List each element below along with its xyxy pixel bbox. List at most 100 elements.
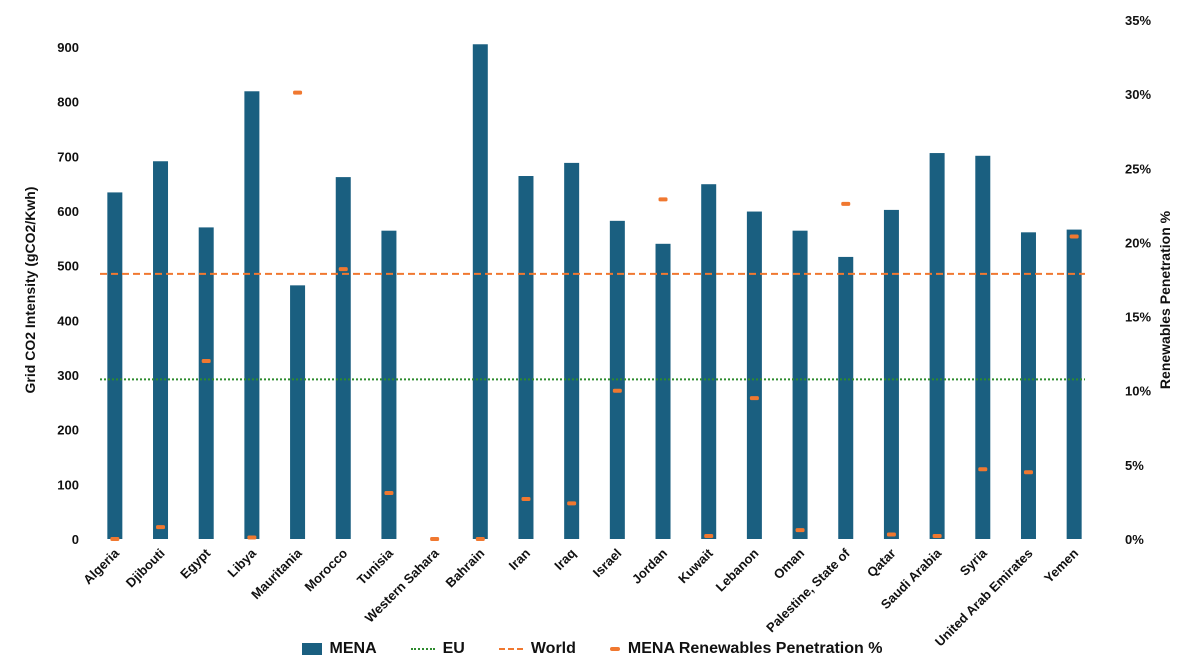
legend-swatch-renewables (609, 647, 620, 651)
y-axis-left: 0 100 200 300 400 500 600 700 800 900 (57, 40, 79, 547)
marker-yemen (1069, 234, 1079, 239)
x-tick-label-lebanon: Lebanon (713, 545, 762, 594)
y-tick-label: 500 (57, 259, 79, 274)
bar-palestine-state-of (838, 256, 854, 539)
mena-bars (107, 44, 1082, 540)
legend-label-mena: MENA (329, 640, 377, 657)
reference-lines (100, 272, 1085, 381)
y-tick-label: 200 (57, 423, 79, 438)
y-axis-right: 0% 5% 10% 15% 20% 25% 30% 35% (1125, 13, 1151, 547)
y2-tick-label: 35% (1125, 13, 1151, 28)
marker-libya (247, 535, 257, 540)
x-tick-label-iran: Iran (506, 545, 534, 573)
marker-djibouti (156, 525, 166, 530)
x-tick-label-egypt: Egypt (177, 545, 214, 582)
x-tick-label-libya: Libya (224, 545, 259, 580)
marker-syria (978, 467, 988, 472)
marker-iran (521, 496, 531, 501)
marker-algeria (110, 537, 120, 541)
marker-western-sahara (430, 537, 440, 541)
x-tick-label-djibouti: Djibouti (123, 546, 168, 591)
bar-kuwait (701, 184, 717, 540)
marker-israel (612, 388, 622, 393)
x-tick-label-iraq: Iraq (551, 545, 579, 573)
y-tick-label: 700 (57, 149, 79, 164)
bar-yemen (1066, 229, 1082, 539)
bar-iran (518, 176, 534, 539)
x-tick-label-kuwait: Kuwait (675, 545, 716, 586)
y2-axis-title: Renewables Penetration % (1157, 210, 1173, 389)
bar-morocco (335, 177, 351, 539)
bar-egypt (198, 227, 214, 539)
x-tick-label-palestine-state-of: Palestine, State of (763, 545, 853, 635)
legend-label-renewables: MENA Renewables Penetration % (627, 640, 883, 657)
bar-libya (244, 91, 260, 539)
y-tick-label: 300 (57, 368, 79, 383)
y-axis-title: Grid CO2 Intensity (gCO2/Kwh) (22, 187, 38, 394)
x-tick-label-syria: Syria (957, 545, 991, 579)
legend-item-eu: EU (410, 640, 465, 658)
legend-label-world: World (530, 640, 576, 657)
y-tick-label: 400 (57, 313, 79, 328)
y2-tick-label: 10% (1125, 384, 1151, 399)
bar-saudi-arabia (929, 153, 945, 539)
marker-morocco (338, 267, 348, 272)
bar-mauritania (290, 285, 306, 539)
legend-item-world: World (498, 640, 576, 658)
renewables-markers (110, 90, 1079, 541)
legend-item-mena: MENA (301, 640, 377, 658)
bar-djibouti (153, 161, 169, 539)
x-tick-label-oman: Oman (771, 545, 808, 582)
x-axis: Algeria Djibouti Egypt LibyaMauritaniaMoroc… (80, 545, 1081, 649)
x-tick-label-jordan: Jordan (629, 545, 670, 586)
x-tick-label-algeria: Algeria (80, 545, 122, 587)
y2-tick-label: 30% (1125, 87, 1151, 102)
legend-swatch-world (498, 648, 523, 650)
marker-oman (795, 528, 805, 533)
y2-tick-label: 25% (1125, 161, 1151, 176)
marker-kuwait (704, 534, 714, 539)
y2-tick-label: 0% (1125, 532, 1144, 547)
bar-bahrain (472, 44, 488, 540)
marker-united-arab-emirates (1023, 470, 1033, 475)
y-tick-label: 900 (57, 40, 79, 55)
x-tick-label-israel: Israel (590, 546, 625, 581)
marker-mauritania (293, 90, 303, 95)
x-tick-label-tunisia: Tunisia (354, 545, 397, 588)
marker-iraq (567, 501, 577, 506)
y-tick-label: 600 (57, 204, 79, 219)
legend-swatch-eu (410, 648, 435, 650)
y-tick-label: 100 (57, 477, 79, 492)
bar-tunisia (381, 230, 397, 539)
x-tick-label-bahrain: Bahrain (443, 545, 488, 590)
legend-item-renewables: MENA Renewables Penetration % (609, 640, 883, 658)
bar-syria (975, 155, 991, 539)
x-tick-label-morocco: Morocco (301, 545, 350, 594)
bar-iraq (564, 162, 580, 540)
bar-jordan (655, 243, 671, 540)
x-tick-label-qatar: Qatar (864, 546, 899, 581)
bar-algeria (107, 192, 123, 539)
x-tick-label-mauritania: Mauritania (248, 545, 305, 602)
y-tick-label: 0 (72, 532, 79, 547)
marker-jordan (658, 197, 668, 202)
y2-tick-label: 15% (1125, 310, 1151, 325)
y-tick-label: 800 (57, 95, 79, 110)
bar-lebanon (746, 211, 762, 539)
marker-saudi-arabia (932, 534, 942, 539)
legend-swatch-mena (301, 643, 322, 655)
bar-qatar (883, 209, 899, 539)
marker-lebanon (749, 396, 759, 401)
bar-united-arab-emirates (1020, 232, 1036, 539)
marker-tunisia (384, 491, 394, 496)
marker-qatar (886, 532, 896, 537)
bar-oman (792, 230, 808, 539)
marker-egypt (201, 359, 211, 364)
y2-tick-label: 20% (1125, 235, 1151, 250)
marker-palestine-state-of (841, 201, 851, 206)
marker-bahrain (475, 537, 485, 541)
legend-label-eu: EU (442, 640, 465, 657)
x-tick-label-yemen: Yemen (1041, 545, 1081, 585)
y2-tick-label: 5% (1125, 458, 1144, 473)
